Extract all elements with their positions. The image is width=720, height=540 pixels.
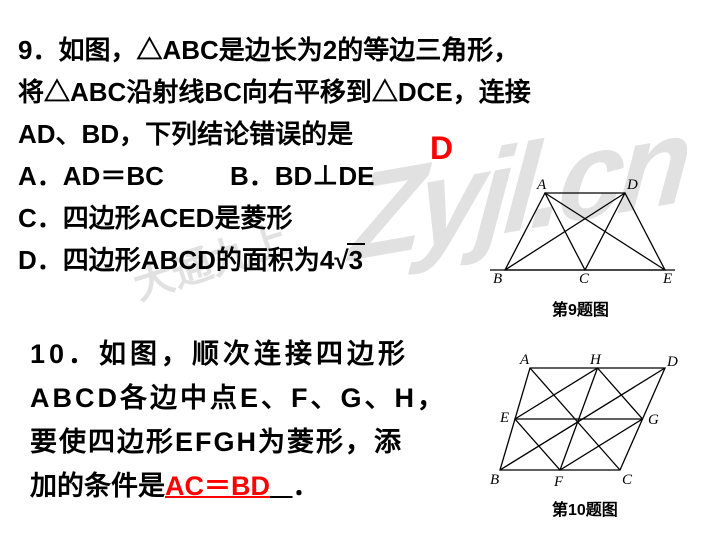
q10-fig-label: 第10题图 — [552, 496, 618, 520]
q9-optA: A．AD＝BC — [18, 156, 164, 193]
q10-line4-pre: 加的条件是 — [30, 471, 165, 501]
sqrt-radicand: 3 — [347, 243, 365, 276]
q10-period: ． — [293, 471, 320, 501]
q10-line3: 要使四边形EFGH为菱形，添 — [30, 420, 403, 459]
q9-label-C: C — [579, 271, 590, 287]
q10-label-H: H — [589, 352, 602, 368]
q9-label-E: E — [662, 271, 672, 287]
q10-label-G: G — [648, 412, 659, 428]
q9-answer: D — [430, 130, 453, 167]
q9-label-B: B — [493, 271, 502, 287]
q9-figure: A D B C E — [485, 175, 680, 295]
q10-line1: 10．如图，顺次连接四边形 — [30, 332, 409, 371]
q10-line2: ABCD各边中点E、F、G、H， — [30, 376, 447, 415]
q10-label-D: D — [666, 354, 678, 370]
q10-blank-extra — [270, 471, 293, 501]
q10-label-B: B — [490, 472, 499, 488]
q10-label-F: F — [553, 474, 564, 490]
q9-line3: AD、BD，下列结论错误的是 — [18, 114, 353, 151]
q9-label-D: D — [626, 177, 638, 193]
q9-line2: 将△ABC沿射线BC向右平移到△DCE，连接 — [18, 72, 531, 109]
q9-fig-label: 第9题图 — [552, 296, 609, 320]
q10-label-A: A — [519, 352, 530, 368]
q9-optD-pre: D．四边形ABCD的面积为4 — [18, 245, 334, 275]
q9-optD: D．四边形ABCD的面积为4√3 — [18, 240, 365, 277]
q10-figure: A H D E G B F C — [490, 350, 705, 490]
q9-label-A: A — [536, 177, 547, 193]
q10-answer: AC＝BD — [165, 471, 270, 501]
sqrt-symbol: √ — [334, 245, 348, 276]
q9-optC: C．四边形ACED是菱形 — [18, 198, 292, 235]
q10-label-C: C — [622, 472, 633, 488]
q9-optB: B．BD⊥DE — [230, 156, 374, 193]
q10-line4: 加的条件是AC＝BD ． — [30, 464, 320, 503]
q10-label-E: E — [499, 410, 509, 426]
q9-line1: 9．如图，△ABC是边长为2的等边三角形， — [18, 30, 519, 67]
